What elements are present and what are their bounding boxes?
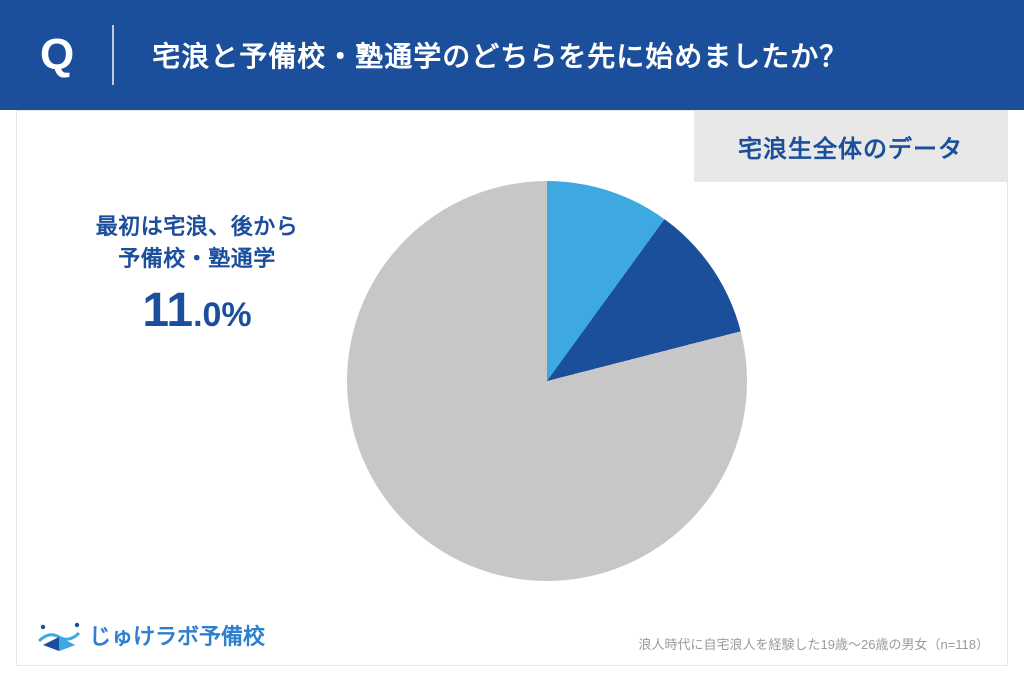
highlight-callout: 最初は宅浪、後から 予備校・塾通学 11.0% (67, 211, 327, 338)
pie-chart (347, 181, 747, 581)
callout-percent: 11.0% (67, 283, 327, 338)
header-divider (112, 25, 114, 85)
question-header: Q 宅浪と予備校・塾通学のどちらを先に始めましたか？ (0, 0, 1024, 110)
callout-line2: 予備校・塾通学 (67, 243, 327, 275)
logo-text: じゅけラボ予備校 (89, 619, 265, 651)
q-mark: Q (40, 30, 112, 80)
logo-icon (37, 617, 81, 653)
data-scope-badge: 宅浪生全体のデータ (694, 111, 1007, 182)
callout-line1: 最初は宅浪、後から (67, 211, 327, 243)
brand-logo: じゅけラボ予備校 (37, 617, 265, 653)
callout-pct-int: 11 (142, 284, 193, 337)
content-panel: 宅浪生全体のデータ 最初は宅浪、後から 予備校・塾通学 11.0% じゅけラボ予… (16, 110, 1008, 666)
callout-pct-dec: .0% (193, 296, 252, 334)
sample-footnote: 浪人時代に自宅浪人を経験した19歳〜26歳の男女（n=118） (639, 634, 989, 653)
question-title: 宅浪と予備校・塾通学のどちらを先に始めましたか？ (114, 35, 848, 75)
